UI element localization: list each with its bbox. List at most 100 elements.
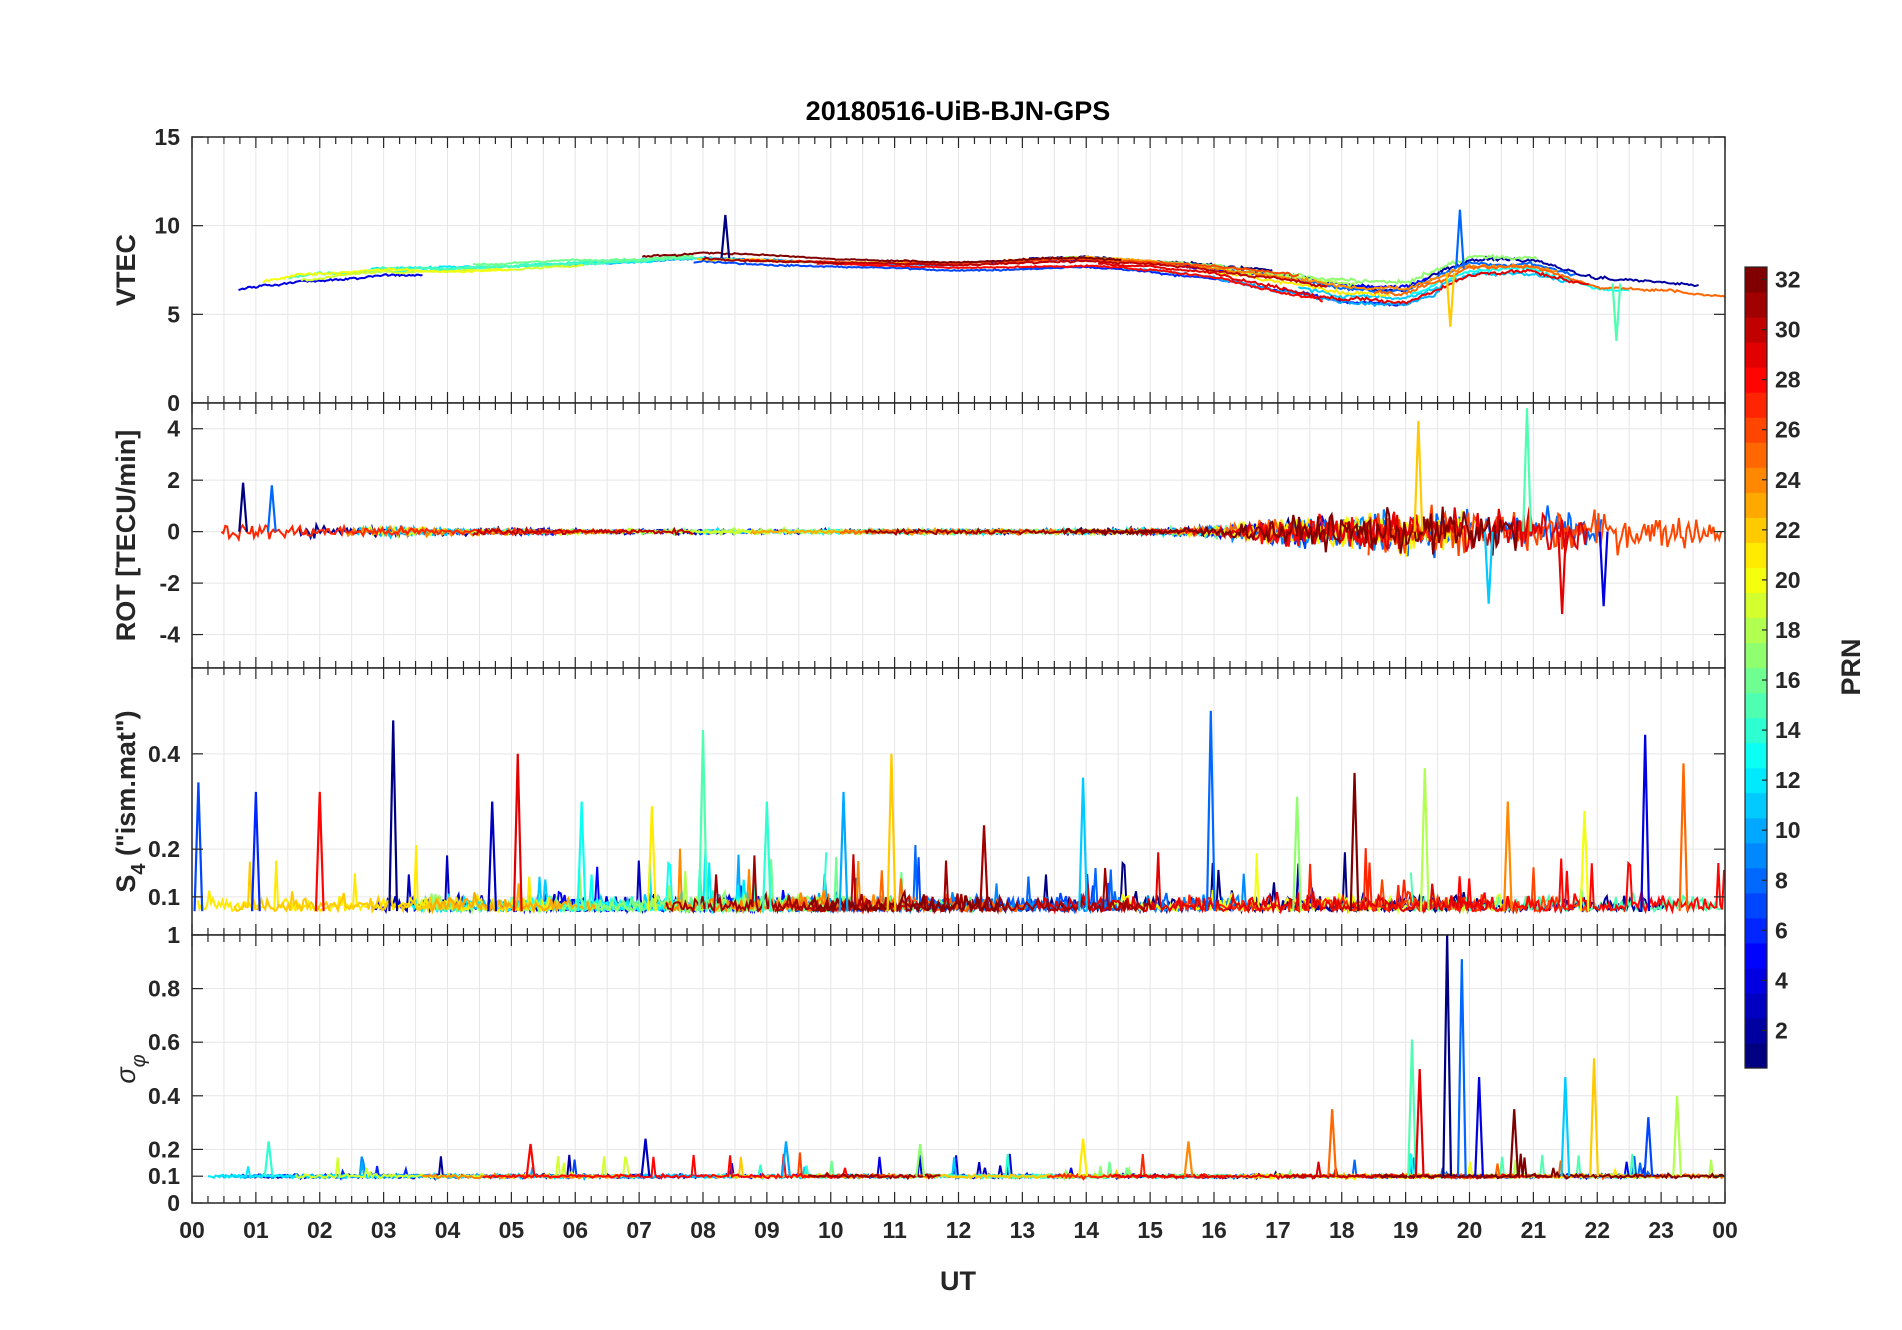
spike-mark <box>1502 801 1513 912</box>
colorbar-segment <box>1745 567 1767 594</box>
x-tick-label: 09 <box>754 1217 780 1243</box>
spike-mark <box>1413 420 1424 532</box>
x-tick-label: 00 <box>1712 1217 1738 1243</box>
y-tick-label: 15 <box>154 124 180 150</box>
y-label-main: σ <box>111 1066 141 1084</box>
series-group <box>193 710 1726 915</box>
y-tick-label: 2 <box>167 467 180 493</box>
y-tick-label: 0 <box>167 519 180 545</box>
series-group <box>220 408 1723 615</box>
colorbar-segment <box>1745 442 1767 468</box>
colorbar-segment <box>1745 1042 1767 1069</box>
spike-mark <box>1557 531 1568 615</box>
y-label-subscript: 4 <box>128 863 150 875</box>
colorbar-tick-label: 18 <box>1775 617 1801 643</box>
x-tick-label: 10 <box>818 1217 844 1243</box>
x-tick-label: 20 <box>1457 1217 1483 1243</box>
x-tick-label: 05 <box>499 1217 525 1243</box>
spike-mark <box>720 214 731 259</box>
colorbar-segment <box>1745 267 1767 293</box>
spike-mark <box>193 782 204 912</box>
spike-mark <box>576 801 587 912</box>
spike-mark <box>1078 1138 1088 1177</box>
y-tick-label: 0.6 <box>148 1029 180 1055</box>
y-tick-label: -2 <box>160 570 180 596</box>
colorbar-tick-label: 2 <box>1775 1017 1788 1043</box>
colorbar-segment <box>1745 1017 1767 1044</box>
series-prn-16 <box>472 254 694 267</box>
spike-mark <box>698 729 708 912</box>
vtec-y-axis-label: VTEC <box>111 234 141 306</box>
y-tick-label: 4 <box>167 416 180 442</box>
series-prn-31 <box>702 256 845 265</box>
spike-mark <box>1483 531 1494 604</box>
spike-mark <box>1643 1117 1654 1177</box>
colorbar-segment <box>1745 467 1767 493</box>
colorbar-segment <box>1745 867 1767 894</box>
series-prn-31 <box>808 1171 941 1181</box>
spike-mark <box>1589 1058 1599 1177</box>
colorbar-tick-label: 28 <box>1775 367 1801 393</box>
x-tick-label: 15 <box>1137 1217 1163 1243</box>
series-prn-32 <box>1380 1153 1725 1180</box>
x-tick-label: 14 <box>1073 1217 1099 1243</box>
spike-mark <box>1419 768 1430 912</box>
colorbar-segment <box>1745 792 1767 819</box>
spike-mark <box>781 1141 791 1177</box>
spike-mark <box>1611 283 1622 342</box>
spike-mark <box>314 791 325 912</box>
sigma_phi-y-axis-label: σφ <box>111 1054 150 1083</box>
colorbar-segment <box>1745 767 1767 794</box>
vtec-panel: 0 5 10 15 VTEC <box>111 124 1726 416</box>
spike-mark <box>640 1138 651 1177</box>
colorbar-segment <box>1745 892 1767 919</box>
spike-mark <box>250 791 261 912</box>
series-prn-22 <box>233 861 454 915</box>
series-prn-23 <box>429 883 597 915</box>
y-tick-label: 0.4 <box>148 741 180 767</box>
colorbar-tick-label: 4 <box>1775 967 1788 993</box>
spike-mark <box>1678 763 1689 912</box>
x-tick-label: 04 <box>435 1217 461 1243</box>
x-tick-label: 23 <box>1648 1217 1674 1243</box>
colorbar-tick-label: 24 <box>1775 467 1801 493</box>
y-tick-label: 0.8 <box>148 976 180 1002</box>
x-tick-label: 22 <box>1584 1217 1610 1243</box>
series-prn-29 <box>1097 262 1589 305</box>
colorbar-segment <box>1745 742 1767 769</box>
y-tick-label: 0.4 <box>148 1083 180 1109</box>
colorbar-segment <box>1745 517 1767 543</box>
colorbar-tick-label: 12 <box>1775 767 1801 793</box>
spike-mark <box>1445 272 1456 327</box>
colorbar-segment <box>1745 817 1767 844</box>
spike-mark <box>1672 1095 1683 1177</box>
colorbar-segment <box>1745 717 1767 744</box>
spike-mark <box>886 753 897 912</box>
y-tick-label: 0 <box>167 390 180 416</box>
colorbar-segment <box>1745 342 1767 368</box>
rot-y-axis-label: ROT [TECU/min] <box>111 430 141 641</box>
series-prn-28 <box>816 261 1324 303</box>
x-tick-label: 00 <box>179 1217 205 1243</box>
x-tick-label: 18 <box>1329 1217 1355 1243</box>
sigma-phi-panel: 00.10.2 0.4 0.6 0.8 1 σφ <box>111 922 1726 1216</box>
series-prn-11 <box>1298 270 1568 301</box>
colorbar-tick-label: 14 <box>1775 717 1801 743</box>
spike-mark <box>487 801 498 912</box>
spike-mark <box>1560 1076 1571 1177</box>
series-prn-4 <box>238 272 423 292</box>
spike-mark <box>761 801 772 912</box>
spike-mark <box>1509 1109 1520 1177</box>
spike-mark <box>979 825 989 912</box>
spike-mark <box>1454 209 1465 269</box>
colorbar-tick-label: 30 <box>1775 317 1801 343</box>
x-tick-label: 17 <box>1265 1217 1291 1243</box>
y-tick-label: 0 <box>167 1190 180 1216</box>
x-tick-label: 19 <box>1393 1217 1419 1243</box>
colorbar-segment <box>1745 692 1767 719</box>
colorbar-tick-label: 16 <box>1775 667 1801 693</box>
x-tick-label: 11 <box>882 1217 907 1243</box>
colorbar-tick-label: 32 <box>1775 267 1801 293</box>
